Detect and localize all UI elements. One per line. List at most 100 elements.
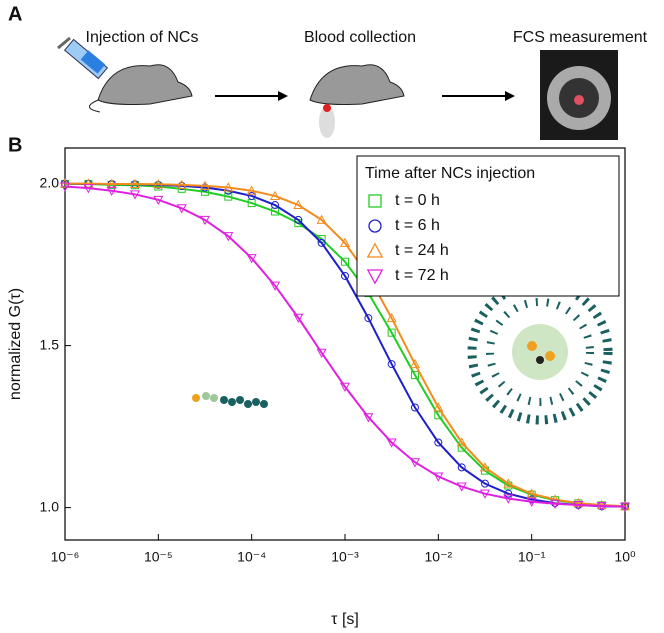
mouse xyxy=(97,64,193,105)
marker xyxy=(596,499,607,510)
fit-line xyxy=(65,182,626,508)
marker xyxy=(364,314,373,323)
marker xyxy=(339,382,351,393)
marker xyxy=(368,219,382,233)
marker xyxy=(83,184,94,194)
marker xyxy=(106,186,117,197)
mouse-tail xyxy=(89,99,101,113)
marker xyxy=(317,238,326,247)
marker xyxy=(247,191,256,200)
marker xyxy=(619,502,631,512)
fcs-photo-sample xyxy=(574,95,584,105)
marker xyxy=(387,328,396,337)
marker xyxy=(386,312,397,323)
marker xyxy=(386,438,397,448)
marker xyxy=(59,182,71,192)
legend-title: Time after NCs injection xyxy=(365,165,535,182)
legend-label: t = 72 h xyxy=(395,267,449,284)
x-tick-label: 10⁻³ xyxy=(331,549,359,565)
plot: 10⁻⁶ 10⁻⁵ 10⁻⁴ 10⁻³ 10⁻² 10⁻¹ 10⁰ 1.0 1.5 2.0 Time… xyxy=(40,147,636,565)
marker xyxy=(434,411,443,420)
x-tick-label: 10⁻² xyxy=(425,549,453,565)
marker xyxy=(457,463,466,472)
marker xyxy=(316,348,327,358)
marker xyxy=(199,180,211,190)
marker xyxy=(573,497,584,508)
x-axis-label: τ [s] xyxy=(331,611,359,628)
fit-line xyxy=(64,185,626,508)
marker xyxy=(456,482,467,492)
marker xyxy=(366,242,384,258)
marker xyxy=(526,497,537,508)
marker xyxy=(526,488,537,498)
marker xyxy=(366,269,384,285)
blood-tube xyxy=(319,106,335,138)
legend-label: t = 24 h xyxy=(395,242,449,259)
marker xyxy=(83,178,94,188)
marker xyxy=(433,472,444,482)
marker xyxy=(223,182,234,192)
marker xyxy=(504,489,513,498)
marker xyxy=(456,437,467,447)
marker xyxy=(409,458,421,468)
marker xyxy=(479,462,491,472)
syringe xyxy=(57,36,109,80)
y-axis-label: normalized G(τ) xyxy=(7,288,24,400)
y-tick-label: 1.5 xyxy=(40,336,60,352)
marker xyxy=(224,192,233,201)
marker xyxy=(246,185,257,195)
y-tick-label: 1.0 xyxy=(40,498,60,514)
x-tick-label: 10⁻⁴ xyxy=(237,549,266,565)
marker xyxy=(596,501,607,512)
marker xyxy=(549,499,561,509)
y-tick-label: 2.0 xyxy=(40,174,60,190)
x-tick-label: 10⁻⁵ xyxy=(144,549,173,565)
marker xyxy=(341,257,349,266)
marker xyxy=(153,195,164,206)
step-label: Blood collection xyxy=(304,29,416,46)
marker xyxy=(269,190,281,200)
marker xyxy=(573,501,584,511)
legend-label: t = 0 h xyxy=(395,192,440,209)
marker xyxy=(294,215,303,224)
marker xyxy=(339,237,351,247)
arrow-head xyxy=(278,91,288,101)
marker xyxy=(480,479,489,488)
marker xyxy=(293,199,304,210)
step-label: Injection of NCs xyxy=(86,29,199,46)
arrow-head xyxy=(505,91,515,101)
marker xyxy=(269,281,281,291)
marker xyxy=(387,360,396,369)
x-tick-label: 10⁻¹ xyxy=(518,549,546,565)
marker xyxy=(410,371,419,380)
marker xyxy=(316,214,327,224)
marker xyxy=(341,271,349,280)
polymer-chain xyxy=(192,392,268,408)
marker xyxy=(129,178,141,188)
marker xyxy=(363,413,374,423)
x-tick-label: 10⁰ xyxy=(614,549,636,565)
marker xyxy=(368,194,382,208)
marker xyxy=(199,215,211,226)
step-label: FCS measurement xyxy=(513,29,648,46)
marker xyxy=(433,402,444,412)
panel-label: A xyxy=(8,3,22,25)
x-tick-label: 10⁻⁶ xyxy=(51,549,80,565)
marker xyxy=(479,489,491,499)
marker xyxy=(410,403,419,412)
marker xyxy=(246,254,257,264)
marker xyxy=(271,201,280,210)
marker xyxy=(176,204,187,214)
mouse xyxy=(309,64,405,105)
marker xyxy=(409,358,421,369)
marker xyxy=(223,232,234,242)
marker xyxy=(271,207,280,216)
micelle xyxy=(467,279,613,425)
marker xyxy=(503,494,514,504)
marker xyxy=(434,438,443,447)
legend-box xyxy=(356,155,620,297)
blood-drop xyxy=(323,104,331,112)
marker xyxy=(503,478,514,488)
marker xyxy=(129,190,141,200)
